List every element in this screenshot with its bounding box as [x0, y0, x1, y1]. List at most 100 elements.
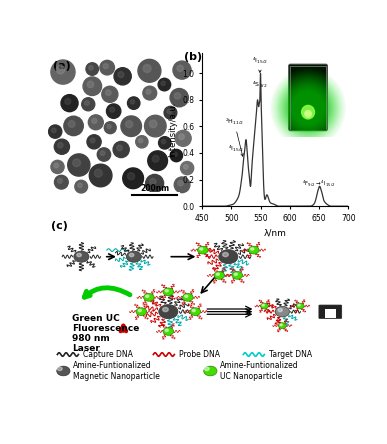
Circle shape: [64, 116, 83, 135]
Circle shape: [143, 86, 157, 100]
Circle shape: [174, 177, 190, 193]
Circle shape: [163, 307, 168, 312]
Circle shape: [89, 66, 93, 70]
Circle shape: [248, 246, 259, 254]
Circle shape: [51, 128, 56, 133]
Circle shape: [125, 121, 133, 128]
Circle shape: [85, 101, 89, 105]
Circle shape: [87, 81, 94, 87]
Circle shape: [200, 248, 203, 250]
Circle shape: [175, 131, 191, 147]
Circle shape: [89, 164, 112, 187]
Y-axis label: Intensity/a.u.: Intensity/a.u.: [168, 102, 177, 158]
Circle shape: [275, 306, 289, 317]
Circle shape: [77, 254, 81, 257]
Circle shape: [102, 86, 118, 103]
Circle shape: [118, 71, 124, 78]
Circle shape: [110, 107, 115, 112]
Circle shape: [139, 139, 143, 143]
Circle shape: [51, 60, 75, 84]
Circle shape: [170, 149, 183, 162]
Circle shape: [164, 107, 177, 119]
Text: 980 nm
Laser: 980 nm Laser: [72, 333, 110, 353]
Text: (a): (a): [53, 61, 70, 71]
Circle shape: [167, 109, 171, 114]
Circle shape: [165, 329, 168, 331]
Circle shape: [136, 136, 148, 148]
Circle shape: [57, 367, 62, 371]
Circle shape: [152, 155, 159, 162]
Circle shape: [232, 271, 243, 279]
Circle shape: [146, 295, 149, 297]
Circle shape: [260, 303, 269, 309]
Text: Target DNA: Target DNA: [269, 350, 312, 359]
Circle shape: [145, 115, 166, 137]
Circle shape: [88, 115, 103, 130]
Circle shape: [204, 366, 217, 376]
Circle shape: [146, 89, 151, 94]
FancyBboxPatch shape: [319, 305, 342, 318]
Circle shape: [82, 98, 95, 111]
Text: Amine-Funtionalized
Magnetic Nanoparticle: Amine-Funtionalized Magnetic Nanoparticl…: [73, 361, 160, 381]
Circle shape: [73, 159, 80, 166]
Circle shape: [149, 120, 157, 128]
Circle shape: [114, 67, 131, 85]
Circle shape: [104, 122, 116, 134]
Circle shape: [197, 246, 208, 254]
Circle shape: [278, 323, 286, 329]
Circle shape: [54, 163, 58, 168]
Circle shape: [150, 178, 156, 185]
Circle shape: [183, 164, 188, 169]
Circle shape: [121, 116, 142, 136]
Circle shape: [165, 289, 168, 292]
X-axis label: λ/nm: λ/nm: [264, 228, 287, 238]
Circle shape: [61, 95, 78, 112]
Circle shape: [185, 295, 188, 297]
Circle shape: [100, 60, 115, 75]
Circle shape: [68, 121, 75, 127]
Circle shape: [163, 288, 174, 296]
Circle shape: [159, 305, 178, 319]
Circle shape: [90, 138, 95, 143]
Circle shape: [278, 309, 283, 312]
Circle shape: [204, 367, 209, 371]
FancyBboxPatch shape: [325, 309, 336, 318]
Circle shape: [280, 324, 283, 325]
Circle shape: [148, 151, 168, 170]
Circle shape: [103, 63, 108, 69]
Circle shape: [143, 64, 151, 72]
Circle shape: [146, 174, 164, 192]
Circle shape: [92, 118, 97, 123]
Circle shape: [158, 78, 171, 91]
Circle shape: [183, 293, 193, 301]
Text: $^4$I$_{15/2}$: $^4$I$_{15/2}$: [228, 144, 244, 154]
Circle shape: [117, 145, 122, 151]
Circle shape: [223, 253, 228, 257]
Circle shape: [138, 59, 161, 82]
Circle shape: [57, 65, 65, 74]
Circle shape: [78, 183, 82, 187]
Circle shape: [86, 63, 98, 75]
Circle shape: [179, 134, 184, 139]
Circle shape: [113, 142, 129, 158]
Circle shape: [262, 304, 264, 306]
Circle shape: [173, 61, 191, 79]
Circle shape: [65, 99, 71, 104]
Circle shape: [74, 251, 89, 262]
Circle shape: [94, 169, 102, 177]
Circle shape: [192, 309, 195, 312]
Circle shape: [178, 181, 183, 186]
Circle shape: [219, 250, 238, 264]
Circle shape: [163, 328, 174, 335]
Circle shape: [48, 125, 62, 138]
Circle shape: [159, 137, 171, 149]
Circle shape: [123, 168, 144, 189]
Circle shape: [57, 366, 70, 376]
Circle shape: [75, 180, 87, 193]
Circle shape: [216, 273, 219, 275]
Circle shape: [106, 104, 121, 119]
Text: (b): (b): [185, 52, 202, 62]
Circle shape: [107, 124, 111, 129]
Circle shape: [170, 88, 188, 107]
Circle shape: [214, 271, 224, 279]
